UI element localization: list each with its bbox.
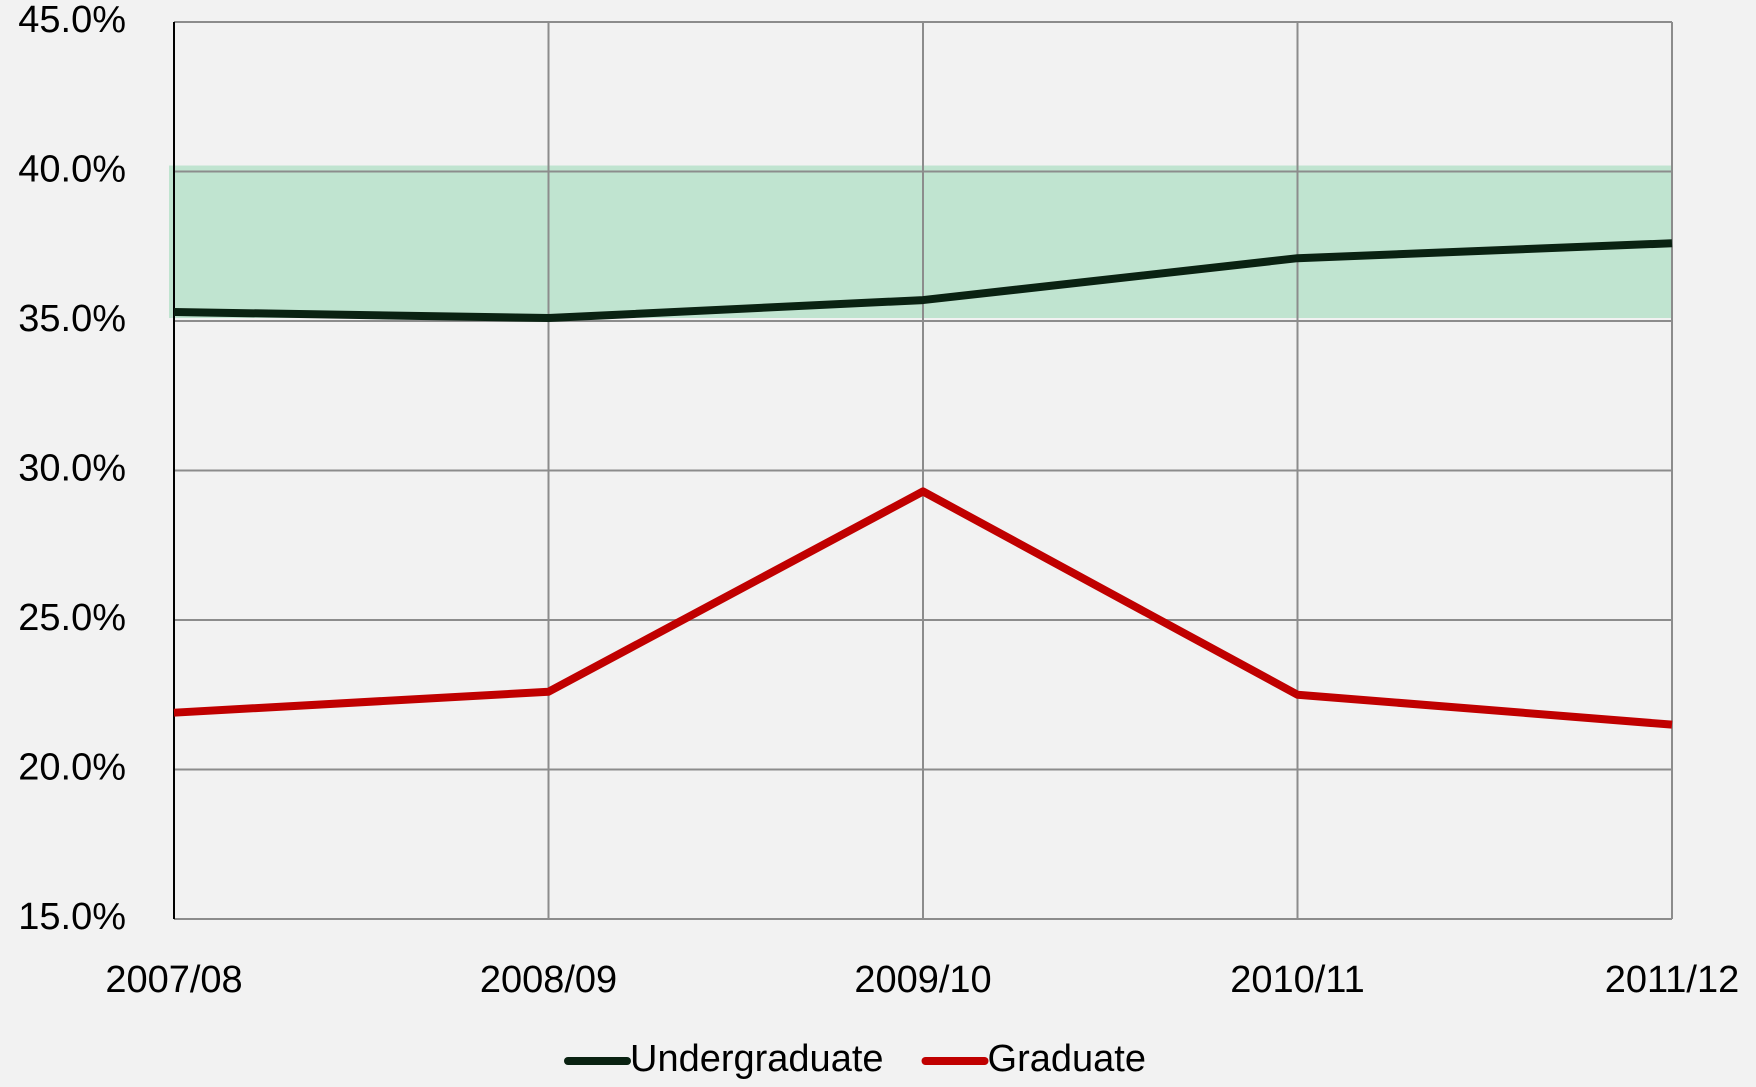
- y-tick-label: 35.0%: [18, 298, 126, 340]
- y-tick-label: 40.0%: [18, 149, 126, 191]
- legend-label: Undergraduate: [630, 1038, 884, 1080]
- y-tick-label: 15.0%: [18, 896, 126, 938]
- x-tick-label: 2008/09: [480, 959, 617, 1001]
- series-line: [173, 239, 1673, 323]
- x-tick-label: 2007/08: [105, 959, 242, 1001]
- y-tick-label: 25.0%: [18, 597, 126, 639]
- y-tick-label: 45.0%: [18, 0, 126, 41]
- x-tick-label: 2009/10: [854, 959, 991, 1001]
- legend-label: Graduate: [988, 1038, 1146, 1080]
- y-tick-label: 30.0%: [18, 448, 126, 490]
- series-line: [173, 487, 1673, 729]
- target-band: [169, 165, 1672, 319]
- y-tick-label: 20.0%: [18, 747, 126, 789]
- x-tick-label: 2011/12: [1605, 959, 1740, 1001]
- x-tick-label: 2010/11: [1230, 959, 1365, 1001]
